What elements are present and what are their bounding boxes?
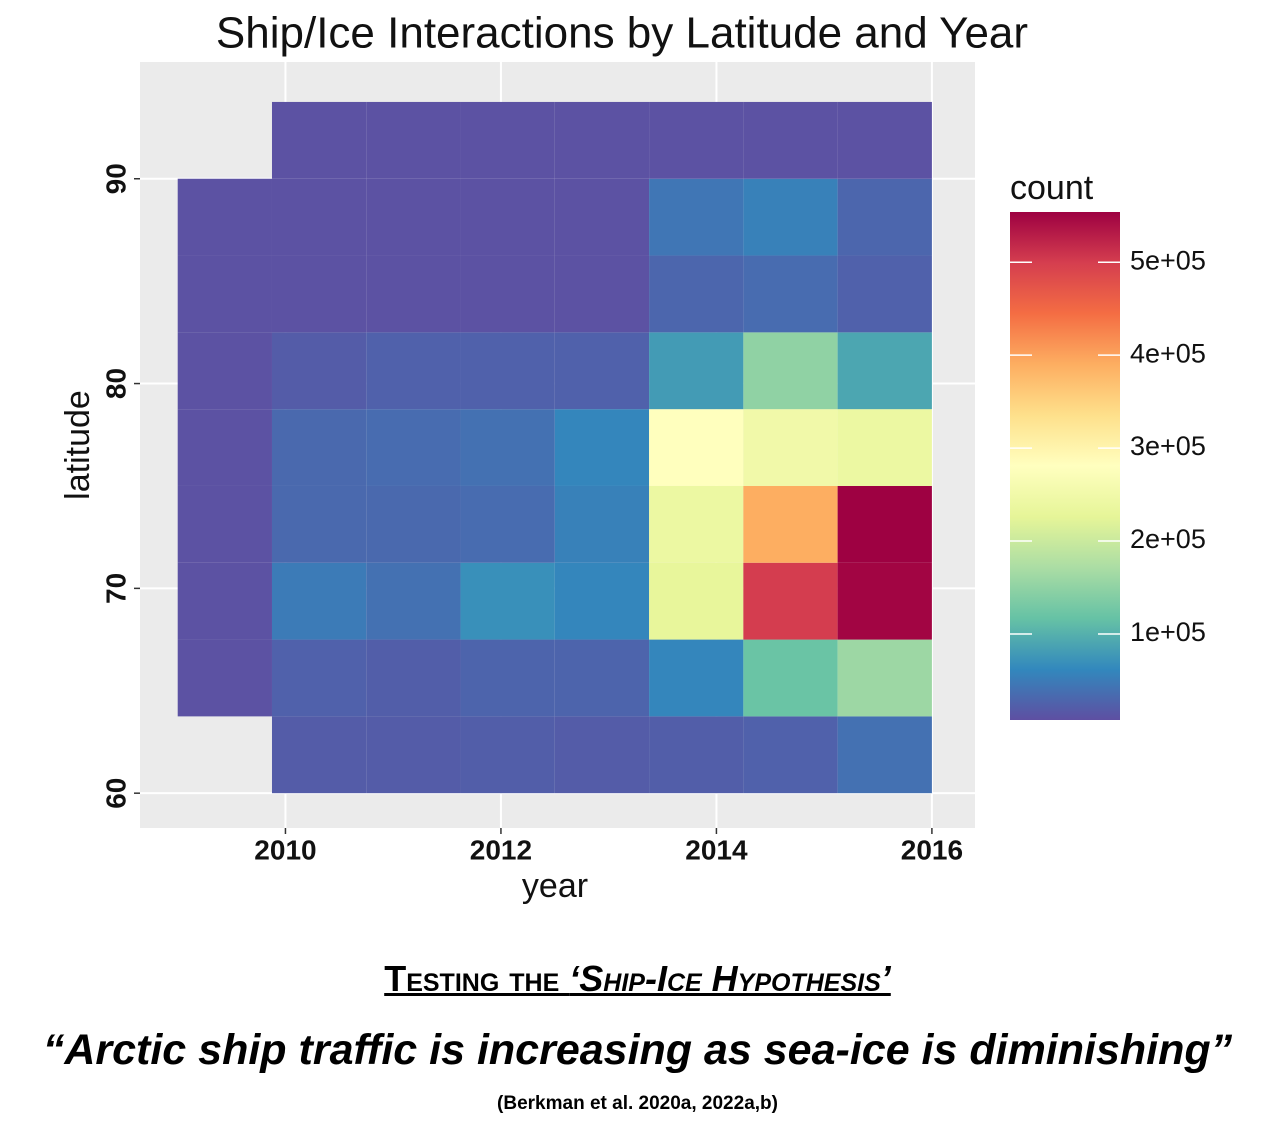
heat-cell [460, 409, 555, 486]
heat-cell [554, 255, 650, 333]
heat-cell [271, 255, 367, 333]
chart: Ship/Ice Interactions by Latitude and Ye… [59, 9, 1206, 905]
heat-cell [837, 101, 932, 179]
heat-cell [743, 716, 838, 794]
heat-cell [177, 255, 272, 333]
heat-cell [460, 178, 555, 256]
heat-cell [743, 332, 838, 410]
x-tick-label: 2012 [470, 834, 532, 865]
chart-title: Ship/Ice Interactions by Latitude and Ye… [216, 9, 1028, 58]
heat-cell [743, 255, 838, 333]
legend-tick-label: 3e+05 [1130, 431, 1206, 461]
heat-cell [554, 101, 650, 179]
heat-cell [554, 178, 650, 256]
legend-tick-label: 2e+05 [1130, 524, 1206, 554]
heat-cell [177, 562, 272, 640]
color-bar [1010, 212, 1120, 720]
heat-cell [366, 639, 461, 717]
heat-cell [271, 101, 367, 179]
heat-cell [177, 639, 272, 717]
heat-cell [649, 255, 744, 333]
heat-cell [743, 639, 838, 717]
heat-cell [554, 485, 650, 563]
legend-tick-label: 1e+05 [1130, 617, 1206, 647]
heat-cell [743, 178, 838, 256]
heat-cell [366, 716, 461, 794]
heat-cell [554, 332, 650, 410]
footer-heading: Testing the ‘Ship-Ice Hypothesis’ [0, 958, 1275, 1000]
heat-cell [460, 639, 555, 717]
y-tick-label: 70 [100, 573, 131, 604]
heading-text: Testing the [384, 958, 570, 999]
heat-cell [366, 255, 461, 333]
legend-title: count [1010, 169, 1094, 207]
legend-tick-label: 5e+05 [1130, 245, 1206, 275]
heat-cell [366, 562, 461, 640]
heat-cell [460, 485, 555, 563]
heat-cell [649, 716, 744, 794]
heat-cell [460, 255, 555, 333]
heat-cell [271, 178, 367, 256]
heat-cell [743, 101, 838, 179]
heat-cell [554, 716, 650, 794]
heat-cell [366, 332, 461, 410]
y-tick-label: 60 [100, 778, 131, 809]
heat-cell [649, 409, 744, 486]
heat-cell [554, 409, 650, 486]
heat-cell [837, 716, 932, 794]
x-axis-title: year [522, 867, 588, 905]
y-tick-label: 80 [100, 368, 131, 399]
heat-cell [271, 716, 367, 794]
heat-cell [743, 485, 838, 563]
heat-cell [271, 409, 367, 486]
heat-cell [837, 178, 932, 256]
heat-cell [271, 562, 367, 640]
heat-cell [177, 332, 272, 410]
heat-cell [554, 562, 650, 640]
heat-cell [837, 562, 932, 640]
x-tick-label: 2010 [254, 834, 316, 865]
heat-cell [271, 485, 367, 563]
heat-cell [271, 639, 367, 717]
heat-cell [177, 485, 272, 563]
heat-cell [649, 101, 744, 179]
x-tick-label: 2016 [901, 834, 963, 865]
heat-cell [649, 639, 744, 717]
quote: “Arctic ship traffic is increasing as se… [42, 1026, 1233, 1074]
heading-emphasis: ‘Ship-Ice Hypothesis’ [569, 958, 891, 999]
heat-cell [837, 332, 932, 410]
heat-cell [837, 255, 932, 333]
heat-cell [366, 101, 461, 179]
legend-tick-label: 4e+05 [1130, 338, 1206, 368]
heat-cell [366, 409, 461, 486]
heat-cell [177, 178, 272, 256]
heat-cell [554, 639, 650, 717]
y-axis-title: latitude [59, 390, 97, 500]
heat-cell [366, 178, 461, 256]
heat-cell [271, 332, 367, 410]
heat-cell [649, 332, 744, 410]
heat-cell [837, 409, 932, 486]
heat-cell [366, 485, 461, 563]
heat-cell [649, 485, 744, 563]
citation: (Berkman et al. 2020a, 2022a,b) [497, 1093, 778, 1114]
heat-cell [743, 562, 838, 640]
heat-cell [743, 409, 838, 486]
heat-cell [460, 562, 555, 640]
heat-cell [837, 485, 932, 563]
x-tick-label: 2014 [685, 834, 748, 865]
heat-cell [460, 101, 555, 179]
heat-cell [460, 332, 555, 410]
heat-cell [649, 562, 744, 640]
heat-cell [837, 639, 932, 717]
y-tick-label: 90 [100, 163, 131, 194]
heat-cell [177, 409, 272, 486]
heat-cell [460, 716, 555, 794]
heat-cell [649, 178, 744, 256]
